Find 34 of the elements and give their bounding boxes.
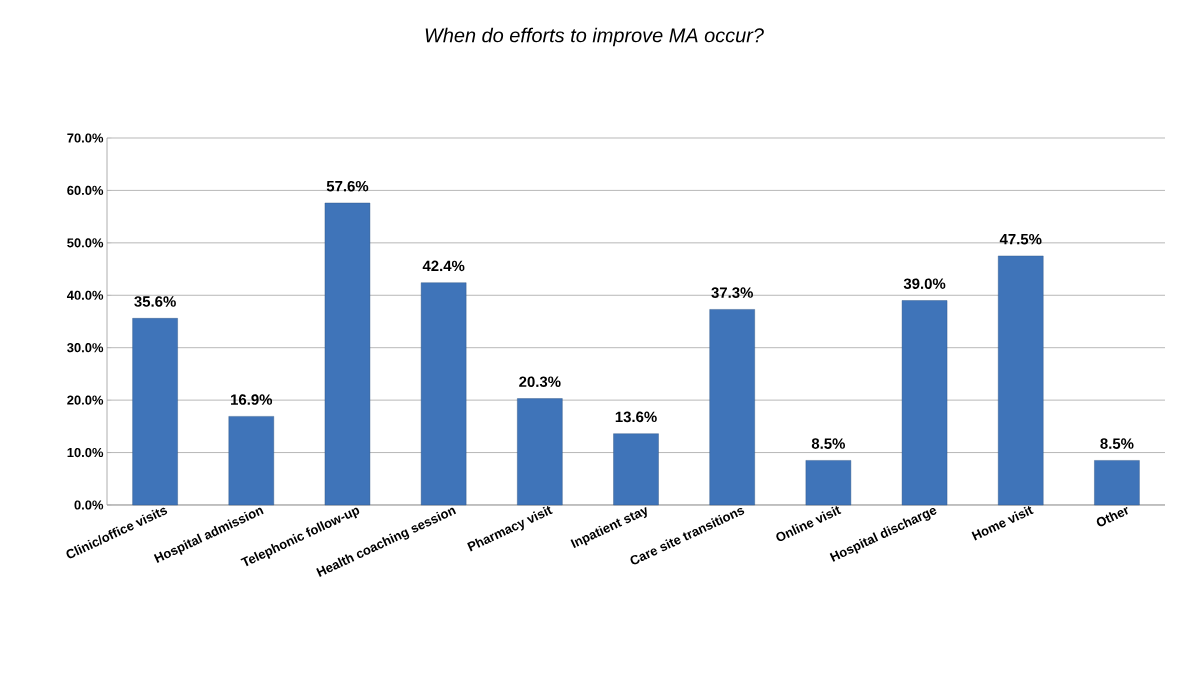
bar bbox=[228, 416, 274, 506]
y-tick-label: 20.0% bbox=[67, 395, 104, 405]
data-label: 35.6% bbox=[134, 296, 176, 307]
bar bbox=[420, 282, 467, 506]
data-label: 20.3% bbox=[519, 376, 561, 388]
data-label: 8.5% bbox=[1100, 438, 1134, 449]
data-label: 13.6% bbox=[615, 411, 657, 423]
x-tick-label: Other bbox=[1096, 506, 1128, 527]
y-tick-label: 40.0% bbox=[66, 290, 104, 300]
x-tick-label: Online visit bbox=[776, 506, 842, 542]
data-label: 39.0% bbox=[903, 278, 946, 289]
data-label: 8.5% bbox=[811, 438, 846, 449]
data-label: 16.9% bbox=[231, 394, 273, 405]
data-label: 37.3% bbox=[711, 287, 753, 298]
bar bbox=[709, 309, 755, 506]
y-tick-label: 70.0% bbox=[67, 133, 104, 143]
y-tick-label: 0.0% bbox=[74, 500, 104, 510]
data-label: 47.5% bbox=[999, 233, 1042, 245]
y-tick-label: 10.0% bbox=[67, 447, 104, 458]
bar bbox=[324, 202, 371, 506]
data-label: 42.4% bbox=[422, 260, 465, 272]
bar bbox=[132, 318, 178, 506]
x-tick-label: Home visit bbox=[971, 506, 1034, 541]
y-tick-label: 60.0% bbox=[67, 185, 104, 195]
data-label: 57.6% bbox=[326, 180, 369, 192]
bar bbox=[613, 433, 659, 506]
y-tick-label: 30.0% bbox=[67, 343, 104, 353]
chart-title: When do efforts to improve MA occur? bbox=[425, 27, 764, 47]
y-tick-label: 50.0% bbox=[67, 238, 104, 248]
bar bbox=[1094, 460, 1140, 506]
bar bbox=[805, 460, 852, 506]
bar bbox=[998, 255, 1044, 506]
bar bbox=[901, 300, 948, 506]
bar bbox=[517, 398, 563, 506]
